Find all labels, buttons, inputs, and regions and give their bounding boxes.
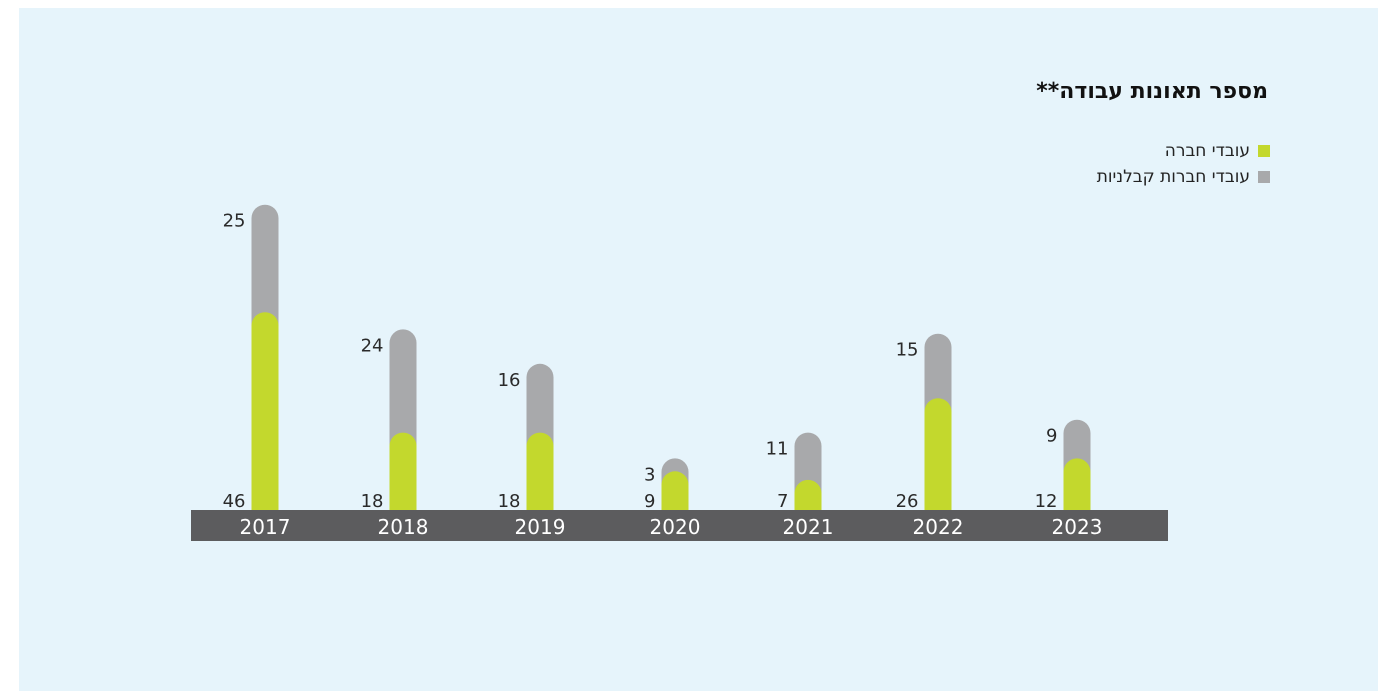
value-label-contractor-2018: 24 bbox=[361, 335, 384, 356]
value-label-contractor-2017: 25 bbox=[223, 211, 246, 232]
legend-label-contractor-employees: עובדי חברות קבלניות bbox=[1096, 167, 1250, 187]
bar-company-2023 bbox=[1063, 458, 1091, 514]
bar-company-2021 bbox=[794, 479, 822, 514]
x-tick-label-2020: 2020 bbox=[650, 515, 701, 539]
x-axis-bar bbox=[191, 510, 1168, 541]
value-label-contractor-2023: 9 bbox=[1046, 426, 1057, 447]
value-label-company-2018: 18 bbox=[361, 491, 384, 512]
value-label-contractor-2020: 3 bbox=[644, 464, 655, 485]
legend-item-company-employees: עובדי חברה bbox=[960, 138, 1270, 164]
legend-label-company-employees: עובדי חברה bbox=[1164, 141, 1250, 161]
value-label-company-2017: 46 bbox=[223, 491, 246, 512]
legend: עובדי חברה עובדי חברות קבלניות bbox=[960, 138, 1270, 190]
x-tick-label-2022: 2022 bbox=[913, 515, 964, 539]
value-label-company-2021: 7 bbox=[777, 491, 788, 512]
bar-company-2017 bbox=[251, 312, 279, 514]
value-label-contractor-2022: 15 bbox=[896, 340, 919, 361]
value-label-company-2023: 12 bbox=[1035, 491, 1058, 512]
x-tick-label-2018: 2018 bbox=[378, 515, 429, 539]
chart-title: מספר תאונות עבודה** bbox=[1036, 79, 1268, 104]
legend-item-contractor-employees: עובדי חברות קבלניות bbox=[960, 164, 1270, 190]
value-label-contractor-2019: 16 bbox=[498, 370, 521, 391]
x-tick-label-2021: 2021 bbox=[783, 515, 834, 539]
x-tick-label-2019: 2019 bbox=[515, 515, 566, 539]
bar-company-2022 bbox=[924, 398, 952, 514]
bar-company-2019 bbox=[526, 432, 554, 514]
x-tick-label-2023: 2023 bbox=[1052, 515, 1103, 539]
value-label-company-2022: 26 bbox=[896, 491, 919, 512]
x-tick-label-2017: 2017 bbox=[240, 515, 291, 539]
legend-swatch-company-employees bbox=[1258, 145, 1270, 157]
value-label-company-2020: 9 bbox=[644, 491, 655, 512]
bar-company-2020 bbox=[661, 471, 689, 514]
value-label-contractor-2021: 11 bbox=[766, 439, 789, 460]
chart-panel bbox=[19, 8, 1378, 691]
bar-company-2018 bbox=[389, 432, 417, 514]
value-label-company-2019: 18 bbox=[498, 491, 521, 512]
legend-swatch-contractor-employees bbox=[1258, 171, 1270, 183]
